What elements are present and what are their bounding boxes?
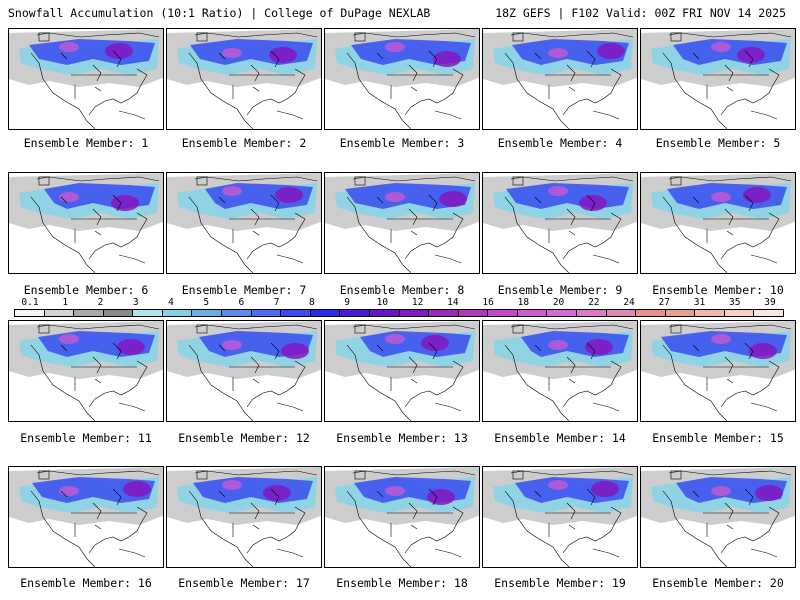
colorbar-tick-label: 9: [344, 297, 351, 308]
ensemble-member-label: Ensemble Member: 7: [181, 283, 307, 297]
ensemble-member-map: [640, 320, 796, 422]
colorbar-tick-label: 7: [273, 297, 280, 308]
colorbar-tick-label: 16: [482, 297, 494, 308]
colorbar-swatch: [103, 310, 134, 316]
colorbar-tick-label: 14: [447, 297, 459, 308]
ensemble-member-map: [324, 320, 480, 422]
ensemble-member-map: [324, 466, 480, 568]
colorbar-swatch: [162, 310, 193, 316]
ensemble-member-map: [8, 320, 164, 422]
ensemble-member-map: [324, 28, 480, 130]
colorbar-tick-label: 24: [623, 297, 635, 308]
ensemble-member-label: Ensemble Member: 19: [494, 576, 626, 590]
ensemble-member-map: [8, 28, 164, 130]
ensemble-member-map: [482, 466, 638, 568]
ensemble-member-label: Ensemble Member: 3: [339, 136, 465, 150]
colorbar-tick-label: 6: [238, 297, 245, 308]
colorbar-swatch: [665, 310, 696, 316]
ensemble-member-label: Ensemble Member: 16: [20, 576, 152, 590]
colorbar-tick-label: 35: [729, 297, 741, 308]
colorbar-swatch: [429, 310, 459, 316]
colorbar-swatch: [488, 310, 518, 316]
ensemble-member-map: [8, 466, 164, 568]
ensemble-member-map: [166, 28, 322, 130]
ensemble-member-label: Ensemble Member: 15: [652, 431, 784, 445]
ensemble-member-label: Ensemble Member: 2: [181, 136, 307, 150]
ensemble-member-map: [482, 172, 638, 274]
ensemble-member-label: Ensemble Member: 14: [494, 431, 626, 445]
colorbar-tick-label: 8: [309, 297, 315, 308]
ensemble-member-label: Ensemble Member: 10: [652, 283, 784, 297]
colorbar-tick-label: 3: [132, 297, 139, 308]
colorbar-tick-label: 5: [203, 297, 210, 308]
colorbar-swatch: [517, 310, 548, 316]
ensemble-member-label: Ensemble Member: 1: [23, 136, 149, 150]
colorbar-tick-label: 27: [658, 297, 671, 308]
colorbar-swatch: [547, 310, 577, 316]
ensemble-member-label: Ensemble Member: 4: [497, 136, 623, 150]
colorbar-tick-label: 1: [62, 297, 69, 308]
colorbar-swatch: [340, 310, 370, 316]
colorbar-tick-label: 4: [168, 297, 174, 308]
colorbar-swatch: [576, 310, 607, 316]
ensemble-member-label: Ensemble Member: 12: [178, 431, 310, 445]
ensemble-member-label: Ensemble Member: 9: [497, 283, 623, 297]
colorbar-tick-label: 20: [552, 297, 565, 308]
ensemble-member-map: [324, 172, 480, 274]
colorbar-tick-label: 10: [376, 297, 389, 308]
colorbar-swatch: [74, 310, 104, 316]
ensemble-member-map: [482, 320, 638, 422]
colorbar-tick-label: 18: [517, 297, 530, 308]
title-left: Snowfall Accumulation (10:1 Ratio) | Col…: [8, 6, 431, 20]
ensemble-member-map: [640, 28, 796, 130]
colorbar-tick-label: 2: [97, 297, 104, 308]
ensemble-member-map: [482, 28, 638, 130]
ensemble-member-map: [166, 172, 322, 274]
colorbar-swatch: [281, 310, 311, 316]
colorbar: [14, 309, 784, 317]
colorbar-swatch: [399, 310, 430, 316]
colorbar-swatch: [695, 310, 725, 316]
colorbar-tick-label: 31: [693, 297, 706, 308]
colorbar-swatch: [369, 310, 400, 316]
ensemble-member-map: [8, 172, 164, 274]
colorbar-swatch: [133, 310, 163, 316]
ensemble-member-label: Ensemble Member: 18: [336, 576, 468, 590]
colorbar-swatch: [192, 310, 223, 316]
colorbar-swatch: [44, 310, 75, 316]
colorbar-swatch: [310, 310, 341, 316]
colorbar-swatch: [606, 310, 637, 316]
ensemble-member-label: Ensemble Member: 11: [20, 431, 152, 445]
ensemble-member-label: Ensemble Member: 8: [339, 283, 465, 297]
colorbar-tick-label: 22: [588, 297, 600, 308]
colorbar-swatch: [458, 310, 489, 316]
ensemble-member-map: [166, 466, 322, 568]
colorbar-swatch: [15, 310, 45, 316]
colorbar-tick-label: 0.1: [21, 297, 39, 308]
ensemble-member-label: Ensemble Member: 20: [652, 576, 784, 590]
colorbar-swatch: [251, 310, 282, 316]
ensemble-member-map: [640, 172, 796, 274]
colorbar-tick-label: 39: [764, 297, 776, 308]
ensemble-member-label: Ensemble Member: 6: [23, 283, 149, 297]
colorbar-swatch: [724, 310, 755, 316]
colorbar-swatch: [754, 310, 784, 316]
colorbar-swatch: [636, 310, 666, 316]
title-right: 18Z GEFS | F102 Valid: 00Z FRI NOV 14 20…: [495, 6, 786, 20]
colorbar-swatch: [222, 310, 252, 316]
ensemble-member-map: [166, 320, 322, 422]
ensemble-member-label: Ensemble Member: 17: [178, 576, 310, 590]
ensemble-member-label: Ensemble Member: 5: [655, 136, 781, 150]
ensemble-member-map: [640, 466, 796, 568]
colorbar-tick-label: 12: [411, 297, 424, 308]
ensemble-member-label: Ensemble Member: 13: [336, 431, 468, 445]
